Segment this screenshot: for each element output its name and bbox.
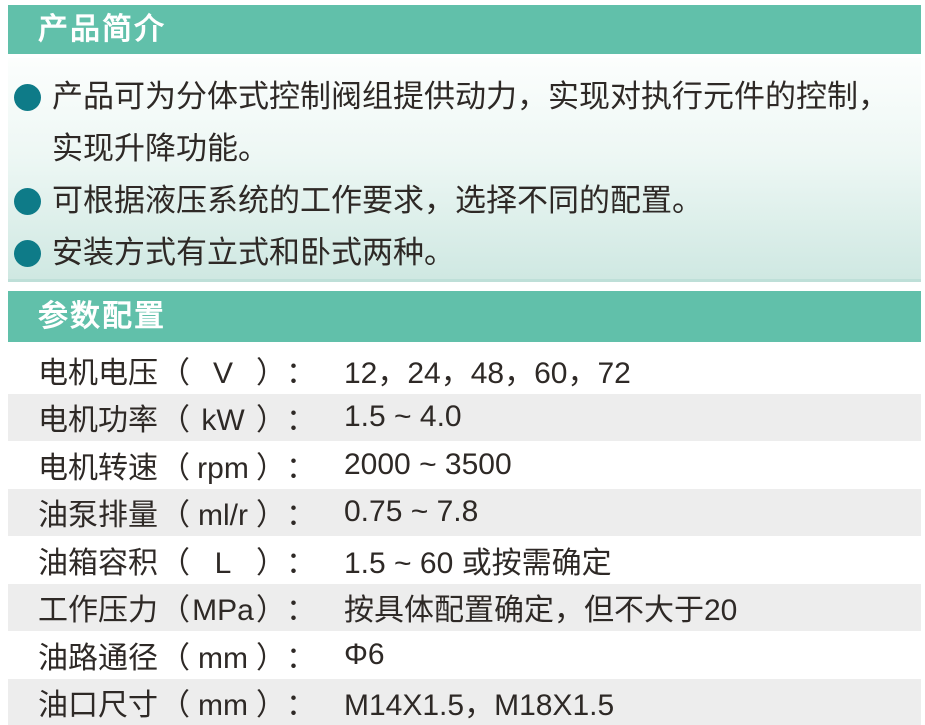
spec-row-working-pressure: 工作压力（MPa）： 按具体配置确定，但不大于20: [8, 583, 921, 631]
spec-name: 油泵排量: [38, 499, 158, 533]
spec-row-motor-voltage: 电机电压（ V ）： 12，24，48，60，72: [8, 346, 921, 394]
spec-row-pump-displacement: 油泵排量（ml/r）： 0.75 ~ 7.8: [8, 488, 921, 536]
bullet-icon: [14, 240, 41, 267]
intro-body: 产品可为分体式控制阀组提供动力，实现对执行元件的控制，实现升降功能。 可根据液压…: [8, 58, 921, 282]
spec-label: 油路通径（mm）：: [38, 633, 316, 677]
spec-name: 工作压力: [38, 594, 158, 628]
spec-unit: V: [212, 356, 233, 390]
spec-value: 12，24，48，60，72: [344, 356, 631, 390]
colon: ：: [286, 546, 316, 580]
spec-row-port-size: 油口尺寸（mm）： M14X1.5，M18X1.5: [8, 678, 921, 725]
bullet-icon: [14, 188, 41, 215]
colon: ：: [286, 451, 316, 485]
colon: ：: [286, 641, 316, 675]
spec-value: 1.5 ~ 60 或按需确定: [344, 546, 612, 580]
open-paren: （: [160, 404, 190, 438]
spec-row-motor-speed: 电机转速（rpm）： 2000 ~ 3500: [8, 441, 921, 489]
spec-name: 电机转速: [38, 451, 158, 485]
close-paren: ）: [256, 499, 286, 533]
spec-value: 按具体配置确定，但不大于20: [344, 594, 738, 628]
open-paren: （: [160, 499, 190, 533]
bullet-item: 安装方式有立式和卧式两种。: [14, 227, 907, 279]
spec-name: 电机电压: [38, 356, 158, 390]
bullet-item: 产品可为分体式控制阀组提供动力，实现对执行元件的控制，实现升降功能。: [14, 71, 907, 175]
spec-name: 油箱容积: [38, 546, 158, 580]
spec-value: M14X1.5，M18X1.5: [344, 689, 615, 723]
spec-unit: L: [214, 546, 232, 580]
specs-section: 参数配置 电机电压（V）： 12，24，48，60，72 电机功率（kW）： 1…: [8, 291, 921, 725]
specs-header-band: 参数配置: [8, 291, 921, 342]
close-paren: ）: [256, 689, 286, 723]
spec-unit: mm: [198, 689, 248, 723]
spec-unit: kW: [201, 404, 245, 438]
close-paren: ）: [256, 641, 286, 675]
spec-unit: mm: [198, 641, 248, 675]
spec-row-tank-volume: 油箱容积（ L ）： 1.5 ~ 60 或按需确定: [8, 536, 921, 584]
spec-value: Φ6: [344, 637, 385, 671]
bullet-text: 可根据液压系统的工作要求，选择不同的配置。: [52, 183, 703, 218]
close-paren: ）: [256, 594, 286, 628]
colon: ：: [286, 356, 316, 390]
spec-label: 工作压力（MPa）：: [38, 585, 316, 629]
close-paren: ）: [256, 356, 286, 390]
spec-row-motor-power: 电机功率（ kW ）： 1.5 ~ 4.0: [8, 393, 921, 441]
spec-value: 0.75 ~ 7.8: [344, 495, 479, 529]
spec-unit: ml/r: [198, 499, 248, 533]
spec-row-oil-line-diameter: 油路通径（mm）： Φ6: [8, 631, 921, 679]
open-paren: （: [160, 641, 190, 675]
spec-name: 油路通径: [38, 641, 158, 675]
open-paren: （: [160, 451, 190, 485]
bullet-text: 产品可为分体式控制阀组提供动力，实现对执行元件的控制，实现升降功能。: [52, 79, 889, 166]
intro-section: 产品简介 产品可为分体式控制阀组提供动力，实现对执行元件的控制，实现升降功能。 …: [8, 5, 921, 282]
spec-label: 电机功率（ kW ）：: [38, 395, 316, 439]
specs-title: 参数配置: [38, 299, 166, 333]
spec-name: 油口尺寸: [38, 689, 158, 723]
open-paren: （: [160, 689, 190, 723]
colon: ：: [286, 404, 316, 438]
open-paren: （: [160, 356, 190, 390]
open-paren: （: [160, 546, 190, 580]
spec-label: 油箱容积（ L ）：: [38, 538, 316, 582]
bullet-item: 可根据液压系统的工作要求，选择不同的配置。: [14, 175, 907, 227]
spec-label: 电机转速（rpm）：: [38, 443, 316, 487]
colon: ：: [286, 594, 316, 628]
spec-label: 电机电压（ V ）：: [38, 348, 316, 392]
spec-label: 油泵排量（ml/r）：: [38, 490, 316, 534]
close-paren: ）: [256, 451, 286, 485]
spec-unit: MPa: [192, 594, 254, 628]
close-paren: ）: [256, 404, 286, 438]
spec-value: 1.5 ~ 4.0: [344, 400, 462, 434]
spec-value: 2000 ~ 3500: [344, 447, 512, 481]
close-paren: ）: [256, 546, 286, 580]
bullet-text: 安装方式有立式和卧式两种。: [52, 235, 455, 270]
open-paren: （: [160, 594, 190, 628]
colon: ：: [286, 499, 316, 533]
bullet-icon: [14, 84, 41, 111]
spec-name: 电机功率: [38, 404, 158, 438]
specs-table: 电机电压（V）： 12，24，48，60，72 电机功率（kW）： 1.5 ~ …: [8, 346, 921, 725]
colon: ：: [286, 689, 316, 723]
spec-label: 油口尺寸（mm）：: [38, 680, 316, 724]
intro-title: 产品简介: [38, 12, 166, 46]
intro-header-band: 产品简介: [8, 5, 921, 54]
spec-unit: rpm: [197, 451, 249, 485]
